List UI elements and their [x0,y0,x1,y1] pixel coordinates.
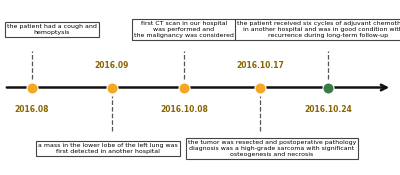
Text: a mass in the lower lobe of the left lung was
first detected in another hospital: a mass in the lower lobe of the left lun… [38,143,178,154]
Text: 2016.10.24: 2016.10.24 [304,105,352,114]
Text: the patient had a cough and
hemoptysis: the patient had a cough and hemoptysis [7,24,97,35]
Text: 2016.10.17: 2016.10.17 [236,61,284,70]
Text: 2016.08: 2016.08 [15,105,49,114]
Text: the patient received six cycles of adjuvant chemotherapy
in another hospital and: the patient received six cycles of adjuv… [237,22,400,38]
Text: 2016.10.08: 2016.10.08 [160,105,208,114]
Text: 2016.09: 2016.09 [95,61,129,70]
Text: the tumor was resected and postoperative pathology
diagnosis was a high-grade sa: the tumor was resected and postoperative… [188,141,356,157]
Text: first CT scan in our hospital
was performed and
the malignancy was considered: first CT scan in our hospital was perfor… [134,22,234,38]
